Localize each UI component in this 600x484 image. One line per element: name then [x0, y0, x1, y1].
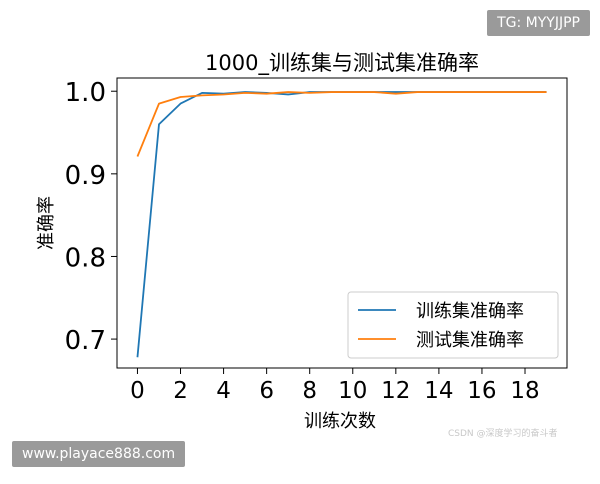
x-tick-label: 12 — [381, 378, 410, 404]
y-tick-label: 0.8 — [65, 243, 106, 273]
legend-box — [347, 291, 559, 359]
y-tick-label: 1.0 — [65, 78, 106, 108]
url-watermark: www.playace888.com — [12, 441, 186, 467]
csdn-watermark: CSDN @深度学习的奋斗者 — [448, 429, 558, 439]
x-tick-label: 6 — [259, 378, 274, 404]
plot-frame — [116, 77, 568, 369]
y-axis-label: 准确率 — [36, 196, 57, 250]
x-tick-label: 2 — [173, 378, 188, 404]
series-line-2 — [136, 91, 547, 157]
x-tick-label: 16 — [467, 378, 496, 404]
x-tick-label: 4 — [216, 378, 231, 404]
x-tick-label: 8 — [302, 378, 317, 404]
y-tick-label: 0.9 — [65, 161, 106, 191]
x-tick-label: 18 — [510, 378, 539, 404]
x-axis-label: 训练次数 — [304, 411, 376, 432]
y-tick-label: 0.7 — [65, 326, 106, 356]
tg-watermark: TG: MYYJJPP — [487, 10, 590, 36]
x-tick-label: 14 — [424, 378, 453, 404]
legend-label-2: 测试集准确率 — [416, 330, 524, 351]
chart-title: 1000_训练集与测试集准确率 — [205, 51, 479, 76]
x-tick-label: 0 — [130, 378, 145, 404]
x-tick-label: 10 — [338, 378, 367, 404]
legend-label-1: 训练集准确率 — [416, 301, 524, 322]
